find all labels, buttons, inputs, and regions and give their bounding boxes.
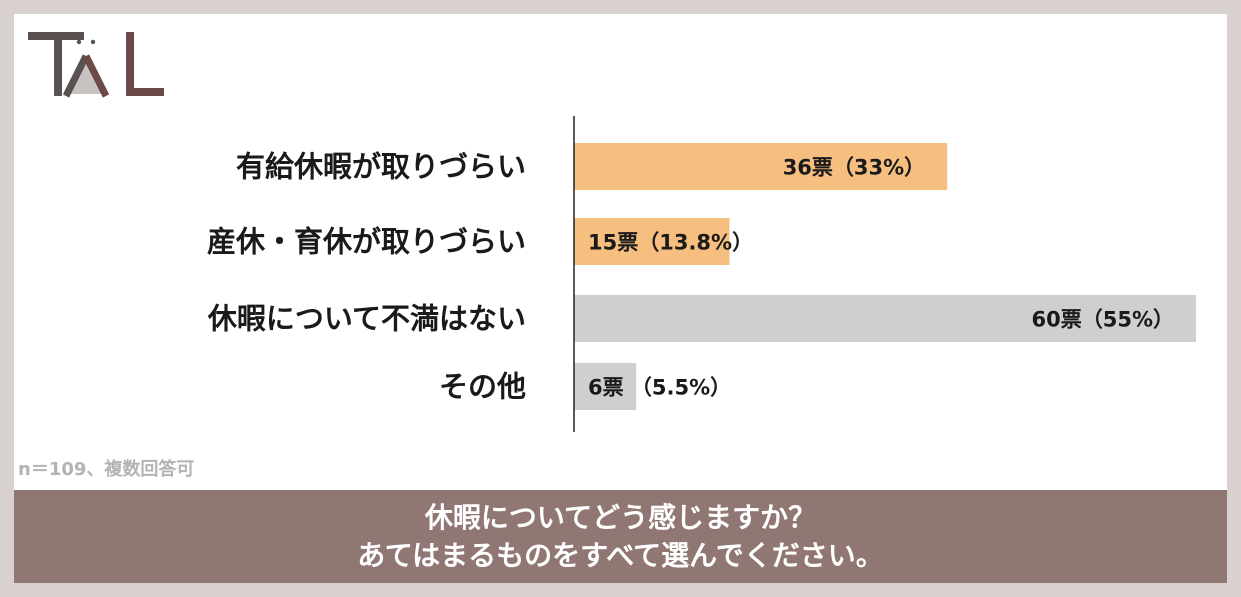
value-label-1: 36票（33%） [783, 156, 926, 180]
category-label-3: 休暇について不満はない [207, 302, 526, 336]
chart-card: 有給休暇が取りづらい 36票（33%） 産休・育休が取りづらい 15票（13.8%） 休… [14, 14, 1227, 583]
value-label-3: 60票（55%） [1032, 308, 1175, 332]
category-label-1: 有給休暇が取りづらい [236, 150, 526, 184]
logo-l-foot [126, 88, 164, 96]
bar-3 [574, 295, 1196, 342]
question-line-2: あてはまるものをすべて選んでください。 [357, 538, 884, 572]
question-banner: 休暇についてどう感じますか？ あてはまるものをすべて選んでください。 [14, 490, 1227, 583]
tal-logo [28, 32, 164, 98]
bar-4 [574, 363, 637, 410]
logo-dot-left [76, 39, 82, 45]
category-label-2: 産休・育休が取りづらい [207, 225, 526, 259]
question-line-1: 休暇についてどう感じますか？ [424, 500, 817, 534]
logo-t-stem [54, 32, 62, 96]
value-label-4: 6票 （5.5%） [588, 376, 731, 400]
bar-1 [574, 143, 948, 190]
bar-chart: 有給休暇が取りづらい 36票（33%） 産休・育休が取りづらい 15票（13.8%） 休… [207, 116, 1196, 432]
category-label-4: その他 [439, 370, 526, 404]
sample-note: n＝109、複数回答可 [18, 459, 195, 480]
logo-dot-right [90, 39, 96, 45]
logo-a-fill [68, 60, 104, 94]
bar-2 [574, 218, 730, 265]
logo-a-left [62, 54, 90, 98]
logo-a-right [82, 54, 110, 98]
logo-l-stem [126, 32, 134, 96]
value-label-2: 15票（13.8%） [588, 231, 753, 255]
